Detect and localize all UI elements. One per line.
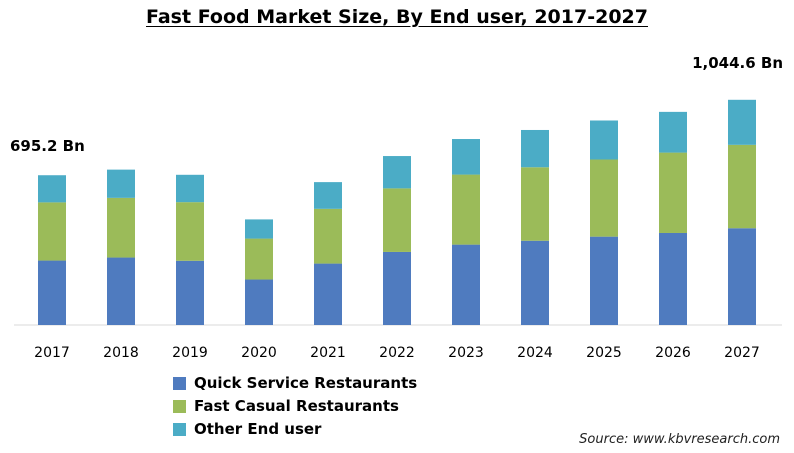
legend: Quick Service Restaurants Fast Casual Re… <box>173 372 417 441</box>
x-tick-label-2025: 2025 <box>586 345 622 361</box>
source-note: Source: www.kbvresearch.com <box>579 432 780 447</box>
legend-item-quick-service: Quick Service Restaurants <box>173 372 417 394</box>
legend-item-fast-casual: Fast Casual Restaurants <box>173 395 417 417</box>
bar-other-end-user-2021 <box>314 182 342 209</box>
bar-other-end-user-2026 <box>659 111 687 153</box>
bar-quick-service-2027 <box>728 228 756 325</box>
bar-fast-casual-2025 <box>590 159 618 237</box>
bar-other-end-user-2022 <box>383 156 411 189</box>
bar-fast-casual-2020 <box>245 238 273 280</box>
x-tick-label-2019: 2019 <box>172 345 208 361</box>
total-label-2017: 695.2 Bn <box>10 137 85 155</box>
bar-other-end-user-2017 <box>38 175 66 203</box>
bar-other-end-user-2018 <box>107 169 135 198</box>
bar-fast-casual-2022 <box>383 188 411 252</box>
x-tick-label-2017: 2017 <box>34 345 70 361</box>
bar-fast-casual-2026 <box>659 152 687 233</box>
bar-fast-casual-2017 <box>38 202 66 261</box>
chart-title: Fast Food Market Size, By End user, 2017… <box>146 6 648 28</box>
bar-quick-service-2026 <box>659 232 687 325</box>
bar-other-end-user-2019 <box>176 174 204 203</box>
legend-swatch-fast-casual <box>173 399 186 413</box>
legend-item-other-end-user: Other End user <box>173 418 417 440</box>
legend-swatch-other-end-user <box>173 422 186 436</box>
x-tick-label-2027: 2027 <box>724 345 760 361</box>
bar-other-end-user-2020 <box>245 219 273 239</box>
total-label-2027: 1,044.6 Bn <box>692 54 783 72</box>
bar-fast-casual-2018 <box>107 197 135 258</box>
bar-quick-service-2021 <box>314 263 342 325</box>
bar-quick-service-2018 <box>107 257 135 325</box>
bar-quick-service-2022 <box>383 251 411 325</box>
bar-quick-service-2024 <box>521 240 549 325</box>
legend-label-quick-service: Quick Service Restaurants <box>194 374 418 392</box>
bar-other-end-user-2024 <box>521 129 549 168</box>
x-tick-label-2023: 2023 <box>448 345 484 361</box>
x-tick-label-2024: 2024 <box>517 345 553 361</box>
x-tick-label-2022: 2022 <box>379 345 415 361</box>
bar-fast-casual-2024 <box>521 167 549 241</box>
bar-fast-casual-2021 <box>314 208 342 264</box>
bar-other-end-user-2027 <box>728 99 756 145</box>
bar-fast-casual-2027 <box>728 144 756 229</box>
bar-fast-casual-2023 <box>452 174 480 245</box>
x-tick-label-2021: 2021 <box>310 345 346 361</box>
bar-quick-service-2023 <box>452 244 480 325</box>
x-tick-label-2020: 2020 <box>241 345 277 361</box>
x-tick-label-2018: 2018 <box>103 345 139 361</box>
legend-label-fast-casual: Fast Casual Restaurants <box>194 397 399 415</box>
bar-fast-casual-2019 <box>176 202 204 261</box>
bar-quick-service-2019 <box>176 260 204 325</box>
legend-label-other-end-user: Other End user <box>194 420 322 438</box>
x-tick-label-2026: 2026 <box>655 345 691 361</box>
bar-quick-service-2025 <box>590 236 618 325</box>
bar-quick-service-2020 <box>245 279 273 325</box>
legend-swatch-quick-service <box>173 376 186 390</box>
bar-other-end-user-2025 <box>590 120 618 160</box>
bar-quick-service-2017 <box>38 260 66 325</box>
bar-other-end-user-2023 <box>452 139 480 175</box>
